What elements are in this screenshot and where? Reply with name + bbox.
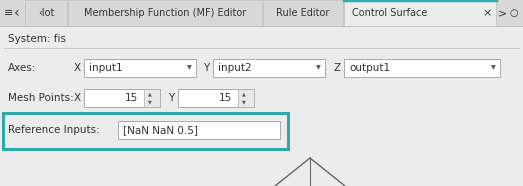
Bar bbox=[178, 89, 254, 107]
Text: ‹lot: ‹lot bbox=[38, 8, 54, 18]
Text: ▲: ▲ bbox=[242, 92, 246, 97]
Text: 15: 15 bbox=[219, 93, 232, 103]
Text: Membership Function (MF) Editor: Membership Function (MF) Editor bbox=[84, 8, 246, 18]
Bar bbox=[344, 0, 496, 26]
Text: Reference Inputs:: Reference Inputs: bbox=[8, 125, 100, 135]
Text: ▼: ▼ bbox=[187, 65, 192, 70]
Bar bbox=[238, 89, 254, 107]
Bar bbox=[0, 0, 523, 26]
Bar bbox=[84, 89, 160, 107]
Text: X: X bbox=[74, 93, 81, 103]
Text: System: fis: System: fis bbox=[8, 34, 66, 44]
Text: Axes:: Axes: bbox=[8, 63, 37, 73]
Bar bbox=[3, 113, 288, 149]
Bar bbox=[68, 0, 262, 26]
Text: Y: Y bbox=[203, 63, 209, 73]
Text: ▼: ▼ bbox=[491, 65, 496, 70]
Text: ≡: ≡ bbox=[4, 8, 14, 18]
Text: Rule Editor: Rule Editor bbox=[276, 8, 329, 18]
Text: X: X bbox=[74, 63, 81, 73]
Bar bbox=[213, 59, 325, 77]
Text: Z: Z bbox=[333, 63, 340, 73]
Bar bbox=[84, 59, 196, 77]
Text: ×: × bbox=[482, 8, 492, 18]
Bar bbox=[118, 121, 280, 139]
Text: [NaN NaN 0.5]: [NaN NaN 0.5] bbox=[123, 125, 198, 135]
Text: input1: input1 bbox=[89, 63, 122, 73]
Text: input2: input2 bbox=[218, 63, 252, 73]
Text: >: > bbox=[498, 8, 507, 18]
Text: Y: Y bbox=[168, 93, 174, 103]
Text: ○: ○ bbox=[510, 8, 518, 18]
Text: ▲: ▲ bbox=[148, 92, 152, 97]
Bar bbox=[344, 59, 500, 77]
Bar bbox=[144, 89, 160, 107]
Text: ▼: ▼ bbox=[242, 100, 246, 105]
Text: Control Surface: Control Surface bbox=[352, 8, 427, 18]
Bar bbox=[25, 0, 67, 26]
Text: 15: 15 bbox=[125, 93, 138, 103]
Text: Mesh Points:: Mesh Points: bbox=[8, 93, 74, 103]
Text: ▼: ▼ bbox=[148, 100, 152, 105]
Text: ‹: ‹ bbox=[14, 6, 20, 20]
Bar bbox=[263, 0, 343, 26]
Text: ▼: ▼ bbox=[316, 65, 321, 70]
Text: output1: output1 bbox=[349, 63, 390, 73]
